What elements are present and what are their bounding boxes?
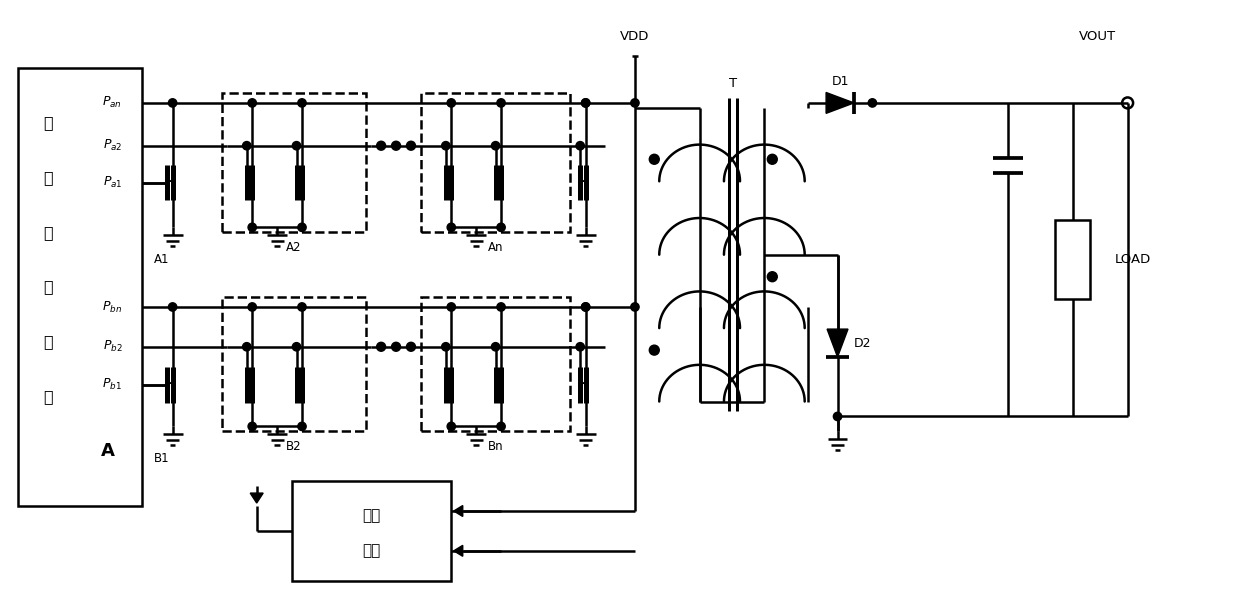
Circle shape <box>377 342 386 351</box>
Bar <box>17 68 143 506</box>
Circle shape <box>491 343 500 351</box>
Circle shape <box>298 303 306 311</box>
Circle shape <box>577 141 584 150</box>
Text: 辑: 辑 <box>43 170 52 185</box>
Text: $P_{a1}$: $P_{a1}$ <box>103 175 123 190</box>
Text: $P_{b2}$: $P_{b2}$ <box>103 339 123 355</box>
Circle shape <box>448 422 455 430</box>
Text: 逻: 逻 <box>43 115 52 130</box>
Circle shape <box>497 422 505 430</box>
Circle shape <box>298 223 306 232</box>
Polygon shape <box>827 329 848 357</box>
Text: Bn: Bn <box>487 440 503 453</box>
Circle shape <box>491 141 500 150</box>
Circle shape <box>243 343 250 351</box>
Polygon shape <box>826 93 854 113</box>
Text: 单: 单 <box>43 334 52 349</box>
Text: 单元: 单元 <box>362 543 381 558</box>
Text: B1: B1 <box>154 452 170 464</box>
Circle shape <box>448 99 455 107</box>
Circle shape <box>582 303 590 311</box>
Circle shape <box>631 303 639 311</box>
Circle shape <box>582 303 590 311</box>
Circle shape <box>577 343 584 351</box>
Circle shape <box>169 303 177 311</box>
Circle shape <box>441 343 450 351</box>
Text: $P_{an}$: $P_{an}$ <box>103 96 123 110</box>
Circle shape <box>243 141 250 150</box>
Text: A2: A2 <box>286 241 301 254</box>
Circle shape <box>582 99 590 107</box>
Circle shape <box>768 154 777 164</box>
Text: $P_{b1}$: $P_{b1}$ <box>103 377 123 392</box>
Bar <box>420 93 570 232</box>
Circle shape <box>248 303 257 311</box>
Text: VDD: VDD <box>620 30 650 43</box>
Circle shape <box>407 141 415 150</box>
Text: 控: 控 <box>43 225 52 240</box>
Circle shape <box>169 99 177 107</box>
Polygon shape <box>250 493 263 503</box>
Circle shape <box>768 272 777 282</box>
Circle shape <box>582 99 590 107</box>
Circle shape <box>497 303 505 311</box>
Circle shape <box>650 154 660 164</box>
Circle shape <box>497 99 505 107</box>
Circle shape <box>497 223 505 232</box>
Circle shape <box>392 342 401 351</box>
Text: T: T <box>729 76 738 90</box>
Text: $P_{bn}$: $P_{bn}$ <box>103 300 123 315</box>
Text: 元: 元 <box>43 389 52 404</box>
Bar <box>291 481 451 581</box>
Circle shape <box>392 141 401 150</box>
Bar <box>1055 220 1090 300</box>
Text: 检测: 检测 <box>362 509 381 524</box>
Circle shape <box>407 342 415 351</box>
Circle shape <box>448 223 455 232</box>
Circle shape <box>298 422 306 430</box>
Bar <box>222 93 366 232</box>
Text: $P_{a2}$: $P_{a2}$ <box>103 138 122 153</box>
Polygon shape <box>454 545 463 556</box>
Text: 制: 制 <box>43 279 52 294</box>
Circle shape <box>448 303 455 311</box>
Text: D1: D1 <box>831 75 849 88</box>
Text: A: A <box>100 442 114 460</box>
Circle shape <box>833 413 842 421</box>
Circle shape <box>248 223 257 232</box>
Text: An: An <box>487 241 503 254</box>
Bar <box>222 297 366 432</box>
Polygon shape <box>454 506 463 516</box>
Text: VOUT: VOUT <box>1079 30 1116 43</box>
Circle shape <box>248 99 257 107</box>
Circle shape <box>377 141 386 150</box>
Circle shape <box>631 99 639 107</box>
Circle shape <box>298 99 306 107</box>
Circle shape <box>650 345 660 355</box>
Text: A1: A1 <box>155 253 170 266</box>
Circle shape <box>441 141 450 150</box>
Circle shape <box>248 422 257 430</box>
Circle shape <box>293 141 300 150</box>
Bar <box>420 297 570 432</box>
Text: B2: B2 <box>286 440 301 453</box>
Circle shape <box>293 343 300 351</box>
Text: LOAD: LOAD <box>1115 253 1152 266</box>
Text: D2: D2 <box>853 337 872 349</box>
Circle shape <box>868 99 877 107</box>
